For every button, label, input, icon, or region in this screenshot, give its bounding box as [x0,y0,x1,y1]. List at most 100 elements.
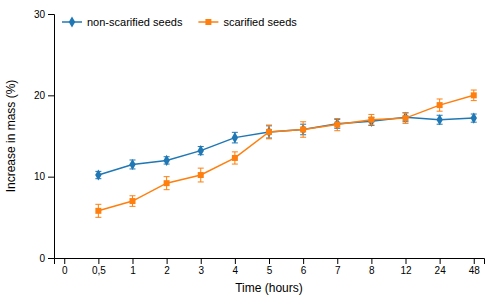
tick-mark [303,258,304,264]
line [98,95,473,210]
error-bar [95,204,101,217]
tick-mark [269,258,270,264]
tick-mark [474,258,475,264]
tick: 0 [39,253,54,264]
axis-line [55,259,485,265]
tick-label: 7 [335,265,341,276]
tick: 4 [233,258,239,276]
series [95,112,477,181]
error-bar [129,196,135,207]
tick: 7 [335,258,341,276]
legend-marker [205,19,211,25]
tick-label: 8 [369,265,375,276]
tick-label: 12 [400,265,412,276]
marker [232,155,238,161]
tick: 3 [198,258,204,276]
error-bar [232,132,238,143]
tick-mark [337,258,338,264]
legend: non-scarified seeds scarified seeds [62,16,297,28]
tick-label: 2 [164,265,170,276]
tick-mark [167,258,168,264]
tick-label: 0 [39,253,45,264]
tick: 0,5 [92,258,106,276]
tick-label: 10 [34,171,46,182]
marker [163,155,169,166]
marker [471,92,477,98]
tick: 48 [469,258,481,276]
series [95,90,476,217]
marker [436,114,442,125]
tick-mark [440,258,441,264]
marker [403,115,409,121]
legend-item: scarified seeds [198,16,297,28]
y-axis-title: Increase in mass (%) [4,80,18,193]
marker [266,129,272,135]
tick-label: 30 [34,9,46,20]
y-axis: 0 10 20 30 [34,9,55,264]
error-bar [403,113,409,124]
tick-mark [98,258,99,264]
error-bar [266,126,272,138]
tick-label: 20 [34,90,46,101]
marker [471,113,477,124]
tick-label: 6 [301,265,307,276]
axis-line [48,15,55,259]
tick: 2 [164,258,170,276]
tick-label: 1 [130,265,136,276]
legend-marker [69,16,75,27]
legend-label: scarified seeds [223,16,297,28]
line [98,117,473,175]
marker [368,117,374,123]
tick: 1 [130,258,136,276]
error-bar [368,114,374,125]
tick-label: 3 [198,265,204,276]
tick-label: 4 [233,265,239,276]
error-bar [300,122,306,137]
tick-mark [132,258,133,264]
marker [129,159,135,170]
error-bar [198,168,204,182]
tick-label: 48 [469,265,481,276]
tick-label: 0,5 [92,265,106,276]
tick: 8 [369,258,375,276]
marker [232,132,238,143]
marker [129,198,135,204]
marker [334,122,340,128]
tick-mark [406,258,407,264]
marker [198,172,204,178]
tick-mark [48,95,54,96]
error-bar [164,177,170,190]
tick-mark [48,14,54,15]
error-bar [437,99,443,111]
tick-label: 5 [267,265,273,276]
tick: 10 [34,171,54,182]
marker [402,112,408,123]
tick-label: 0 [62,265,68,276]
x-axis-title: Time (hours) [235,281,303,295]
tick-mark [235,258,236,264]
tick-mark [371,258,372,264]
plot-area: 00,5123456781224480102030non-scarified s… [34,9,485,276]
chart: 00,5123456781224480102030non-scarified s… [0,0,500,300]
tick: 20 [34,90,54,101]
tick: 6 [301,258,307,276]
marker [95,208,101,214]
tick-mark [48,258,54,259]
marker [164,180,170,186]
tick-label: 24 [435,265,447,276]
legend-label: non-scarified seeds [87,16,183,28]
tick: 5 [267,258,273,276]
tick: 0 [62,258,68,276]
tick-mark [201,258,202,264]
tick: 24 [435,258,447,276]
marks [95,90,477,217]
marker [300,126,306,132]
marker [437,102,443,108]
x-axis: 00,512345678122448 [55,258,485,276]
marker [198,145,204,156]
error-bar [266,125,272,139]
error-bar [232,152,238,164]
tick-mark [64,258,65,264]
legend-item: non-scarified seeds [62,16,183,28]
tick: 12 [400,258,412,276]
